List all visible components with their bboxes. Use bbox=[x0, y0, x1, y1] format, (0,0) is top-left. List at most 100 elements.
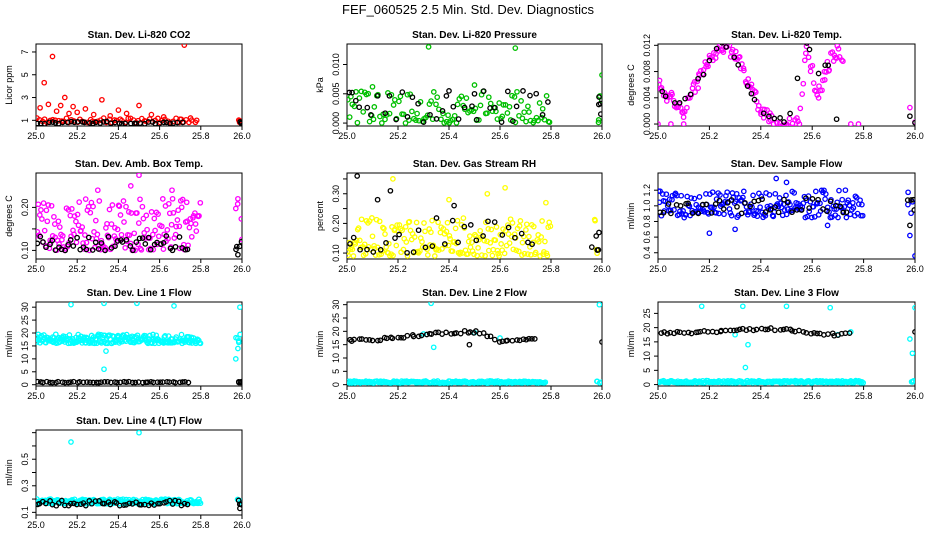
data-point-colored bbox=[706, 230, 713, 237]
data-point-black bbox=[433, 116, 440, 122]
data-point-black bbox=[415, 333, 422, 340]
data-point-black bbox=[662, 93, 669, 100]
data-point-black bbox=[742, 200, 748, 206]
data-point-black bbox=[473, 237, 480, 244]
data-point-colored bbox=[411, 234, 418, 240]
data-point-black bbox=[843, 209, 850, 216]
data-point-black bbox=[363, 337, 369, 343]
data-point-colored bbox=[543, 93, 550, 99]
panel-8: Stan. Dev. Line 2 Flow 25.0 25.2 25.4 25.6 25… bbox=[315, 288, 611, 401]
x-tick-label: 25.6 bbox=[491, 391, 509, 401]
data-point-colored bbox=[79, 224, 86, 230]
data-point-colored bbox=[772, 127, 776, 131]
data-point-black bbox=[518, 230, 525, 237]
data-point-black bbox=[504, 88, 511, 95]
data-point-colored bbox=[51, 221, 58, 227]
data-point-colored bbox=[155, 233, 162, 240]
data-point-black bbox=[377, 246, 384, 253]
data-point-colored bbox=[905, 189, 911, 196]
data-point-black bbox=[383, 240, 389, 246]
data-point-black bbox=[787, 110, 793, 117]
x-tick-label: 25.8 bbox=[542, 264, 560, 274]
panel-title: Stan. Dev. Li-820 Pressure bbox=[412, 30, 537, 41]
x-tick-label: 25.2 bbox=[389, 264, 407, 274]
data-point-colored bbox=[159, 196, 166, 202]
data-point-black bbox=[160, 119, 167, 126]
data-point-black bbox=[760, 110, 767, 117]
data-point-black bbox=[36, 240, 41, 247]
x-tick-label: 25.0 bbox=[27, 131, 45, 141]
data-point-colored bbox=[123, 110, 130, 117]
x-tick-label: 25.2 bbox=[68, 131, 86, 141]
data-point-black bbox=[815, 70, 822, 77]
data-point-colored bbox=[430, 89, 437, 95]
data-point-colored bbox=[807, 68, 814, 75]
x-tick-label: 25.0 bbox=[649, 131, 667, 141]
data-point-black bbox=[846, 330, 853, 336]
y-tick-label: 5 bbox=[642, 368, 652, 373]
data-point-colored bbox=[909, 350, 915, 357]
data-point-black bbox=[808, 330, 814, 337]
y-tick-label: 0.000 bbox=[331, 112, 341, 135]
data-point-colored bbox=[519, 115, 526, 122]
data-point-colored bbox=[509, 220, 516, 226]
data-point-black bbox=[377, 337, 384, 344]
data-point-colored bbox=[126, 232, 133, 239]
data-point-colored bbox=[530, 223, 537, 230]
data-point-colored bbox=[783, 179, 790, 186]
data-points bbox=[36, 44, 242, 126]
data-point-colored bbox=[187, 115, 194, 121]
data-point-colored bbox=[516, 223, 523, 229]
y-tick-label: 0.005 bbox=[331, 83, 341, 106]
data-point-black bbox=[784, 199, 791, 206]
data-point-colored bbox=[106, 206, 113, 213]
data-point-black bbox=[65, 379, 72, 386]
data-point-colored bbox=[814, 92, 821, 98]
x-tick-label: 25.4 bbox=[440, 391, 458, 401]
data-points bbox=[658, 303, 915, 386]
x-tick-label: 25.6 bbox=[803, 264, 821, 274]
data-point-colored bbox=[517, 218, 524, 224]
data-point-colored bbox=[595, 119, 602, 126]
y-tick-label: 20 bbox=[20, 328, 30, 338]
data-point-colored bbox=[543, 199, 549, 206]
data-point-colored bbox=[822, 191, 829, 197]
x-tick-label: 25.4 bbox=[110, 131, 128, 141]
y-tick-label: 30 bbox=[20, 302, 30, 312]
data-point-black bbox=[514, 337, 520, 343]
data-point-black bbox=[136, 235, 143, 242]
data-point-black bbox=[67, 500, 74, 507]
x-tick-label: 25.8 bbox=[192, 264, 210, 274]
data-point-colored bbox=[859, 212, 866, 219]
data-point-black bbox=[682, 95, 688, 102]
data-point-black bbox=[748, 90, 755, 97]
data-point-colored bbox=[595, 117, 602, 123]
data-point-colored bbox=[722, 37, 726, 41]
x-tick-label: 25.4 bbox=[110, 520, 128, 530]
data-point-colored bbox=[193, 228, 200, 234]
data-point-colored bbox=[538, 234, 545, 240]
data-point-colored bbox=[148, 209, 155, 215]
data-point-black bbox=[172, 243, 179, 250]
data-point-colored bbox=[599, 72, 602, 78]
data-point-colored bbox=[36, 201, 42, 208]
data-point-colored bbox=[511, 94, 518, 100]
data-point-colored bbox=[135, 220, 142, 226]
data-point-black bbox=[457, 330, 464, 337]
figure-title: FEF_060525 2.5 Min. Std. Dev. Diagnostic… bbox=[342, 2, 594, 17]
plot-frame bbox=[657, 301, 916, 387]
data-point-colored bbox=[783, 211, 790, 218]
data-point-black bbox=[90, 120, 96, 126]
data-point-colored bbox=[431, 253, 438, 259]
data-point-colored bbox=[692, 89, 698, 95]
data-point-colored bbox=[82, 196, 89, 202]
data-point-black bbox=[49, 379, 56, 386]
data-point-colored bbox=[698, 303, 705, 310]
data-point-black bbox=[49, 119, 56, 125]
data-point-black bbox=[160, 240, 167, 246]
data-point-colored bbox=[55, 218, 62, 225]
data-point-black bbox=[734, 203, 740, 210]
data-point-colored bbox=[49, 116, 56, 123]
data-point-colored bbox=[378, 120, 385, 126]
data-point-colored bbox=[141, 230, 148, 236]
